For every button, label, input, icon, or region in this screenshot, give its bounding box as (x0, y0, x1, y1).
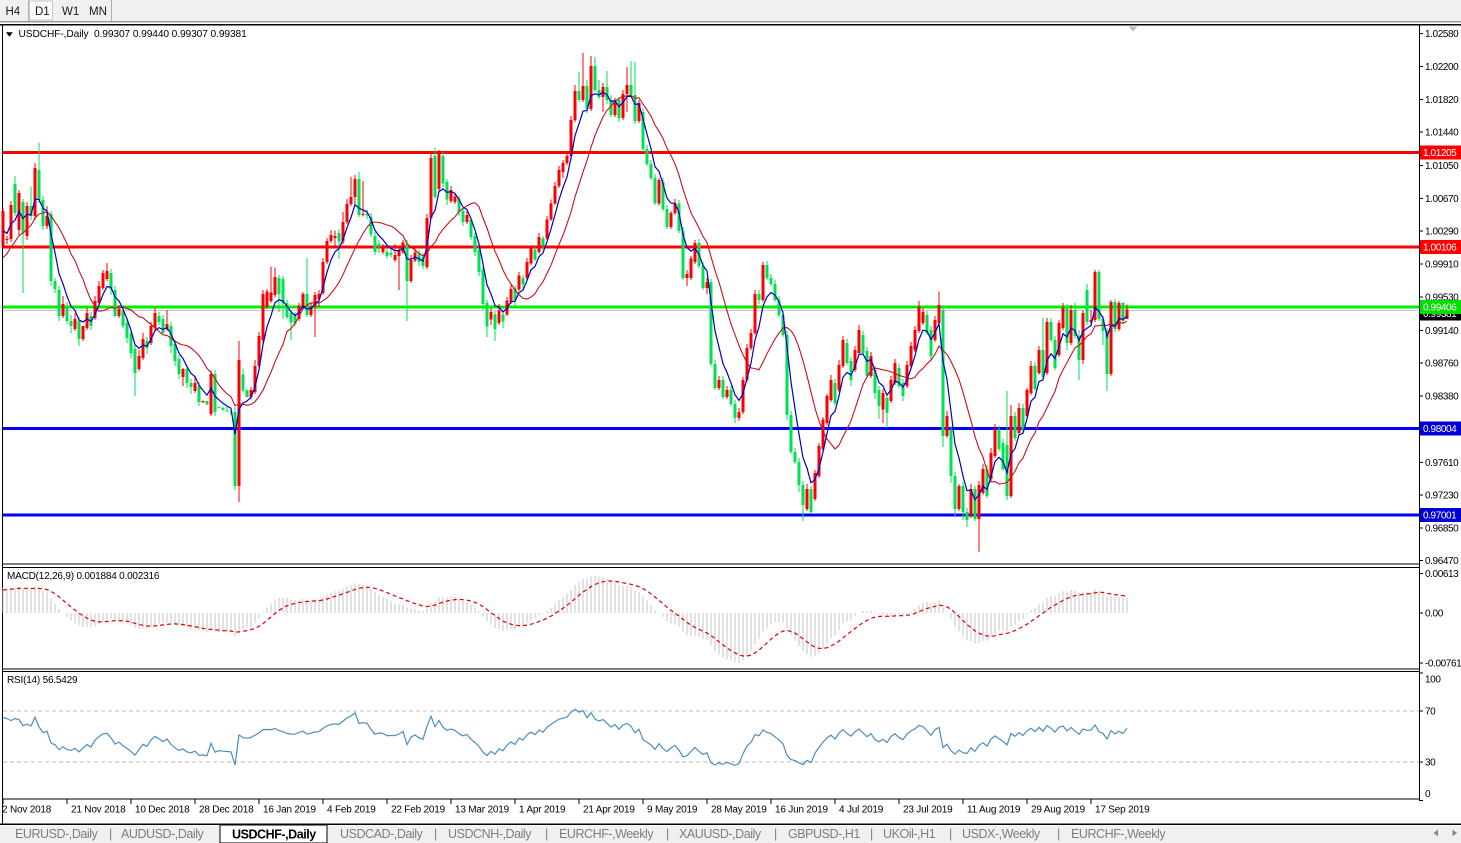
svg-text:0.97001: 0.97001 (1423, 511, 1457, 522)
svg-text:100: 100 (1425, 674, 1441, 685)
svg-text:EURCHF-,Weekly: EURCHF-,Weekly (559, 827, 654, 841)
svg-text:17 Sep 2019: 17 Sep 2019 (1095, 805, 1150, 816)
svg-text:1 Apr 2019: 1 Apr 2019 (519, 805, 566, 816)
svg-text:|: | (870, 827, 873, 841)
svg-text:0.99406: 0.99406 (1423, 303, 1457, 314)
svg-text:MACD(12,26,9) 0.001884 0.00231: MACD(12,26,9) 0.001884 0.002316 (7, 571, 160, 582)
svg-text:10 Dec 2018: 10 Dec 2018 (135, 805, 190, 816)
svg-text:0.98004: 0.98004 (1423, 424, 1457, 435)
svg-text:USDCNH-,Daily: USDCNH-,Daily (448, 827, 532, 841)
svg-text:0.98760: 0.98760 (1425, 359, 1459, 370)
svg-text:MN: MN (89, 6, 107, 18)
svg-text:USDCHF-,Daily 0.99307 0.99440: USDCHF-,Daily 0.99307 0.99440 0.99307 0.… (19, 29, 248, 40)
svg-text:28 May 2019: 28 May 2019 (711, 805, 767, 816)
svg-text:1.00290: 1.00290 (1425, 227, 1459, 238)
svg-text:RSI(14) 56.5429: RSI(14) 56.5429 (7, 675, 78, 686)
svg-text:1.02580: 1.02580 (1425, 29, 1459, 40)
svg-text:0.98380: 0.98380 (1425, 392, 1459, 403)
svg-text:21 Apr 2019: 21 Apr 2019 (583, 805, 635, 816)
svg-text:28 Dec 2018: 28 Dec 2018 (199, 805, 254, 816)
svg-text:0.99381: 0.99381 (1423, 309, 1457, 320)
svg-text:0.96470: 0.96470 (1425, 556, 1459, 567)
svg-text:13 Mar 2019: 13 Mar 2019 (455, 805, 510, 816)
svg-text:1.01440: 1.01440 (1425, 128, 1459, 139)
svg-text:UKOil-,H1: UKOil-,H1 (883, 827, 936, 841)
svg-text:|: | (949, 827, 952, 841)
svg-text:0: 0 (1425, 789, 1431, 800)
svg-text:9 May 2019: 9 May 2019 (647, 805, 698, 816)
svg-text:4 Feb 2019: 4 Feb 2019 (327, 805, 376, 816)
svg-text:1.01205: 1.01205 (1423, 148, 1457, 159)
svg-text:|: | (666, 827, 669, 841)
svg-text:-0.007612: -0.007612 (1425, 658, 1461, 669)
svg-text:EURUSD-,Daily: EURUSD-,Daily (15, 827, 99, 841)
svg-text:1.02200: 1.02200 (1425, 62, 1459, 73)
svg-text:70: 70 (1425, 707, 1436, 718)
svg-text:1.01820: 1.01820 (1425, 95, 1459, 106)
svg-text:XAUUSD-,Daily: XAUUSD-,Daily (679, 827, 762, 841)
svg-text:0.99140: 0.99140 (1425, 326, 1459, 337)
svg-text:USDCHF-,Daily: USDCHF-,Daily (232, 828, 316, 842)
svg-text:USDX-,Weekly: USDX-,Weekly (962, 827, 1041, 841)
svg-text:GBPUSD-,H1: GBPUSD-,H1 (788, 827, 860, 841)
svg-text:D1: D1 (35, 6, 50, 18)
svg-text:|: | (109, 827, 112, 841)
svg-text:0.99910: 0.99910 (1425, 260, 1459, 271)
svg-text:22 Feb 2019: 22 Feb 2019 (391, 805, 446, 816)
svg-text:0.97230: 0.97230 (1425, 491, 1459, 502)
svg-text:1.01050: 1.01050 (1425, 161, 1459, 172)
svg-text:4 Jul 2019: 4 Jul 2019 (839, 805, 884, 816)
svg-text:0.97610: 0.97610 (1425, 458, 1459, 469)
svg-text:0.00: 0.00 (1425, 609, 1444, 620)
svg-text:W1: W1 (62, 6, 79, 18)
svg-text:|: | (774, 827, 777, 841)
svg-text:16 Jan 2019: 16 Jan 2019 (263, 805, 316, 816)
svg-text:|: | (1057, 827, 1060, 841)
svg-text:0.00613: 0.00613 (1425, 569, 1459, 580)
svg-text:H4: H4 (6, 6, 21, 18)
svg-text:0.99530: 0.99530 (1425, 292, 1459, 303)
svg-text:EURCHF-,Weekly: EURCHF-,Weekly (1071, 827, 1166, 841)
svg-text:1.00670: 1.00670 (1425, 194, 1459, 205)
svg-text:11 Aug 2019: 11 Aug 2019 (967, 805, 1021, 816)
svg-text:USDCAD-,Daily: USDCAD-,Daily (340, 827, 424, 841)
svg-text:|: | (434, 827, 437, 841)
svg-text:23 Jul 2019: 23 Jul 2019 (903, 805, 953, 816)
svg-text:16 Jun 2019: 16 Jun 2019 (775, 805, 828, 816)
svg-text:|: | (545, 827, 548, 841)
svg-text:30: 30 (1425, 758, 1436, 769)
svg-text:2 Nov 2018: 2 Nov 2018 (2, 805, 52, 816)
svg-text:29 Aug 2019: 29 Aug 2019 (1031, 805, 1086, 816)
svg-text:21 Nov 2018: 21 Nov 2018 (71, 805, 126, 816)
svg-text:0.96850: 0.96850 (1425, 523, 1459, 534)
svg-text:1.00106: 1.00106 (1423, 243, 1457, 254)
svg-text:AUDUSD-,Daily: AUDUSD-,Daily (121, 827, 205, 841)
